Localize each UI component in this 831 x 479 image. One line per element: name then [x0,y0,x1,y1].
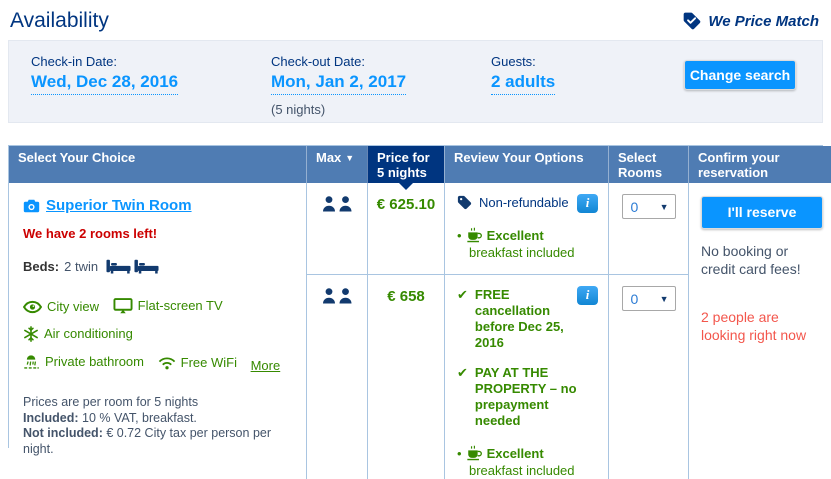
max-occupancy-rate-1 [306,183,367,274]
breakfast-rating: Excellent [487,228,544,243]
checkmark-icon: ✔ [457,365,468,429]
rooms-quantity-select[interactable]: 0 ▼ [622,194,676,219]
beds-value: 2 twin [64,259,98,274]
breakfast-text: breakfast included [469,463,575,478]
options-rate-2: ✔ FREE cancellation before Dec 25, 2016 … [444,274,608,479]
breakfast-text: breakfast included [469,245,575,260]
price-note-line: Prices are per room for 5 nights [23,395,292,411]
options-rate-1: Non-refundable i • Excellent breakfast i… [444,183,608,274]
tv-icon [113,298,133,314]
guests-group: Guests: 2 adults [491,54,671,122]
rooms-quantity-select[interactable]: 0 ▼ [622,286,676,311]
amenity-flat-screen-tv: Flat-screen TV [113,294,223,318]
two-persons-icon [321,288,354,479]
column-header-review-options: Review Your Options [444,146,608,183]
bullet-icon: • [457,228,462,243]
amenity-air-conditioning: Air conditioning [23,322,133,346]
availability-table: Select Your Choice Max▼ Price for 5 nigh… [8,145,823,448]
select-caret-icon: ▼ [660,202,669,212]
policy-text: Non-refundable [479,195,569,211]
column-header-max[interactable]: Max▼ [306,146,367,183]
info-icon[interactable]: i [577,194,598,213]
column-header-select-rooms: Select Rooms [608,146,688,183]
select-rooms-rate-2: 0 ▼ [608,274,688,479]
max-occupancy-rate-2 [306,274,367,479]
wifi-icon [158,356,176,370]
column-header-price: Price for 5 nights [367,146,444,183]
coffee-cup-icon [466,227,483,243]
guests-link[interactable]: 2 adults [491,72,555,95]
amenity-free-wifi: Free WiFi [158,351,237,375]
amenity-private-bathroom: Private bathroom [23,350,144,374]
price-rate-1: € 625.10 [367,183,444,274]
breakfast-note-rate-2: • Excellent breakfast included [457,445,597,479]
checkmark-icon: ✔ [457,287,468,351]
sort-caret-icon: ▼ [345,153,354,163]
guests-label: Guests: [491,54,671,69]
checkin-label: Check-in Date: [31,54,271,69]
beds-label: Beds: [23,259,59,274]
selected-quantity: 0 [631,291,639,307]
not-included-line: Not included: € 0.72 City tax per person… [23,426,292,457]
tag-icon [457,195,472,211]
pricing-notes: Prices are per room for 5 nights Include… [23,395,292,457]
no-fees-note: No booking or credit card fees! [701,242,823,278]
beds-line: Beds: 2 twin [23,259,292,274]
price-rate-2: € 658 [367,274,444,479]
column-header-select-choice: Select Your Choice [9,146,306,183]
policy-pay-at-property: ✔ PAY AT THE PROPERTY – no prepayment ne… [457,365,585,429]
two-persons-icon [321,196,354,274]
twin-bed-icons [106,259,159,274]
selected-quantity: 0 [631,199,639,215]
info-icon[interactable]: i [577,286,598,305]
breakfast-note-rate-1: • Excellent breakfast included [457,227,597,261]
shower-icon [23,354,40,370]
page-title: Availability [10,9,109,33]
room-info-cell: Superior Twin Room We have 2 rooms left!… [9,183,306,479]
policy-text: PAY AT THE PROPERTY – no prepayment need… [475,365,585,429]
checkin-date-link[interactable]: Wed, Dec 28, 2016 [31,72,178,95]
checkout-group: Check-out Date: Mon, Jan 2, 2017 (5 nigh… [271,54,491,122]
room-name: Superior Twin Room [46,197,192,214]
room-name-link[interactable]: Superior Twin Room [23,197,292,214]
coffee-cup-icon [466,445,483,461]
search-summary-panel: Check-in Date: Wed, Dec 28, 2016 Check-o… [8,40,823,123]
nights-note: (5 nights) [271,102,491,117]
camera-icon [23,199,40,213]
included-line: Included: 10 % VAT, breakfast. [23,411,292,427]
more-amenities-link[interactable]: More [251,358,281,373]
policy-free-cancellation: ✔ FREE cancellation before Dec 25, 2016 [457,287,585,351]
amenity-city-view: City view [23,295,99,319]
checkin-group: Check-in Date: Wed, Dec 28, 2016 [31,54,271,122]
eye-icon [23,300,42,314]
rooms-left-warning: We have 2 rooms left! [23,226,292,241]
column-header-confirm: Confirm your reservation [688,146,831,183]
policy-text: FREE cancellation before Dec 25, 2016 [475,287,585,351]
checkout-label: Check-out Date: [271,54,491,69]
price-match-label: We Price Match [708,13,819,30]
social-proof-note: 2 people are looking right now [701,308,823,344]
change-search-button[interactable]: Change search [684,60,796,90]
price-tag-check-icon [682,11,702,31]
snowflake-icon [23,326,39,342]
checkout-date-link[interactable]: Mon, Jan 2, 2017 [271,72,406,95]
confirm-reservation-cell: I'll reserve No booking or credit card f… [688,183,831,479]
amenities-list: City view Flat-screen TV Air conditionin… [23,294,292,378]
select-rooms-rate-1: 0 ▼ [608,183,688,274]
page-header: Availability We Price Match [0,0,831,40]
we-price-match-badge[interactable]: We Price Match [682,11,821,31]
select-caret-icon: ▼ [660,294,669,304]
reserve-button[interactable]: I'll reserve [701,196,823,229]
